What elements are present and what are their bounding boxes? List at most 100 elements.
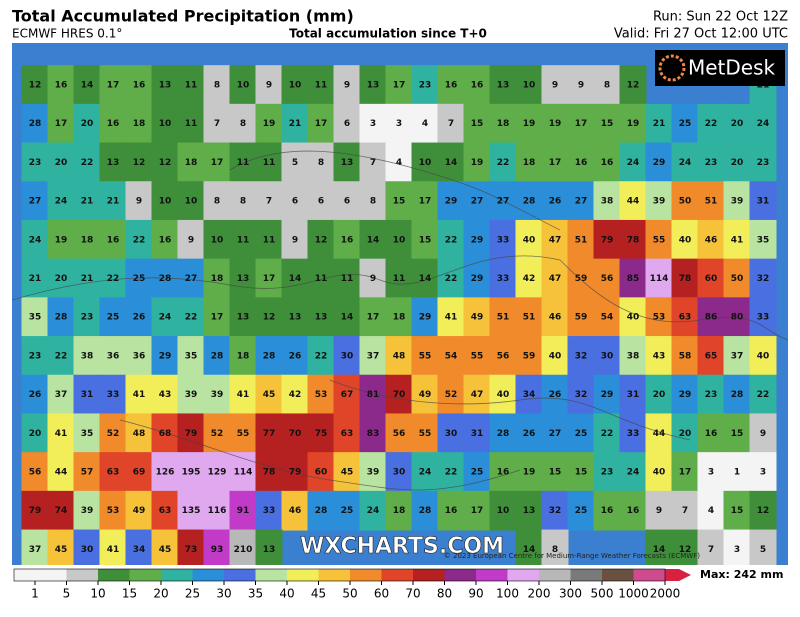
- precip-value: 4: [396, 158, 402, 168]
- precip-value: 30: [445, 429, 458, 439]
- precip-value: 51: [705, 197, 718, 207]
- precip-cell: [645, 374, 673, 415]
- precip-value: 11: [237, 235, 250, 245]
- precip-value: 16: [133, 81, 146, 91]
- precip-cell: [437, 336, 465, 376]
- precip-value: 46: [289, 506, 302, 516]
- precip-cell: [333, 374, 361, 415]
- precip-cell: [411, 181, 439, 221]
- precip-cell: [749, 374, 777, 415]
- precip-value: 28: [497, 429, 510, 439]
- precip-value: 67: [341, 390, 354, 400]
- colorbar-segment: [444, 569, 476, 581]
- precip-value: 24: [159, 313, 172, 323]
- precip-value: 10: [159, 197, 172, 207]
- precip-cell: [671, 297, 699, 338]
- precip-cell: [99, 529, 127, 565]
- precip-value: 18: [497, 119, 510, 129]
- precip-value: 32: [575, 351, 588, 361]
- colorbar-tick-label: 40: [279, 587, 294, 601]
- precip-value: 27: [185, 274, 198, 284]
- precip-value: 28: [211, 351, 224, 361]
- precip-value: 11: [393, 274, 406, 284]
- precip-cell: [255, 529, 283, 565]
- precip-value: 7: [370, 158, 376, 168]
- precip-value: 20: [653, 390, 666, 400]
- colorbar-segment: [35, 569, 67, 581]
- precip-value: 40: [549, 351, 562, 361]
- precip-cell: [515, 336, 543, 376]
- precip-cell: [593, 413, 621, 454]
- colorbar-segment: [413, 569, 445, 581]
- precip-value: 17: [471, 506, 484, 516]
- precip-cell: [203, 181, 231, 221]
- precip-value: 22: [445, 468, 458, 478]
- precip-cell: [541, 452, 569, 492]
- precip-value: 80: [731, 313, 744, 323]
- precip-value: 28: [55, 313, 68, 323]
- precip-cell: [619, 181, 647, 221]
- precip-cell: [21, 413, 49, 454]
- precip-value: 32: [549, 506, 562, 516]
- colorbar-tick-label: 1: [31, 587, 39, 601]
- precip-cell: [645, 219, 673, 260]
- precip-value: 9: [760, 429, 766, 439]
- precip-cell: [463, 490, 491, 531]
- precip-value: 6: [292, 197, 298, 207]
- precip-value: 8: [552, 545, 558, 555]
- precip-cell: [125, 413, 153, 454]
- precip-cell: [333, 490, 361, 531]
- precip-cell: [47, 336, 75, 376]
- precip-value: 18: [393, 506, 406, 516]
- precip-cell: [255, 336, 283, 376]
- precip-value: 18: [185, 158, 198, 168]
- precip-cell: [99, 142, 127, 183]
- precip-cell: [333, 219, 361, 260]
- precip-cell: [255, 490, 283, 531]
- precip-cell: [47, 297, 75, 338]
- precip-value: 22: [445, 235, 458, 245]
- precip-cell: [333, 181, 361, 221]
- precip-cell: [229, 490, 257, 531]
- precip-value: 78: [263, 468, 276, 478]
- precip-cell: [567, 142, 595, 183]
- precip-cell: [307, 142, 335, 183]
- precip-cell: [307, 219, 335, 260]
- precip-value: 28: [159, 274, 172, 284]
- precip-value: 8: [240, 197, 246, 207]
- precip-value: 16: [601, 158, 614, 168]
- precip-cell: [281, 336, 309, 376]
- precip-cell: [619, 490, 647, 531]
- precip-value: 10: [159, 119, 172, 129]
- precip-value: 35: [81, 429, 94, 439]
- precip-value: 39: [731, 197, 744, 207]
- precip-value: 41: [107, 545, 120, 555]
- precip-cell: [307, 258, 335, 299]
- precip-value: 29: [445, 197, 458, 207]
- precip-value: 22: [757, 390, 770, 400]
- precip-cell: [593, 142, 621, 183]
- precip-value: 8: [214, 81, 220, 91]
- precip-cell: [385, 297, 413, 338]
- precip-value: 16: [471, 81, 484, 91]
- precip-value: 10: [393, 235, 406, 245]
- precip-value: 4: [422, 119, 428, 129]
- precip-value: 27: [471, 197, 484, 207]
- precip-cell: [385, 219, 413, 260]
- precip-value: 19: [263, 119, 276, 129]
- precip-cell: [99, 374, 127, 415]
- precip-value: 14: [653, 545, 666, 555]
- valid-time: Valid: Fri 27 Oct 12:00 UTC: [614, 27, 788, 42]
- precip-value: 55: [653, 235, 666, 245]
- precip-value: 56: [601, 274, 614, 284]
- precip-value: 17: [419, 197, 432, 207]
- precip-cell: [151, 219, 179, 260]
- precip-cell: [99, 65, 127, 105]
- precip-cell: [125, 219, 153, 260]
- precip-value: 23: [757, 158, 770, 168]
- precip-cell: [359, 258, 387, 299]
- precip-value: 40: [757, 351, 770, 361]
- precip-value: 15: [549, 468, 562, 478]
- precip-cell: [385, 452, 413, 492]
